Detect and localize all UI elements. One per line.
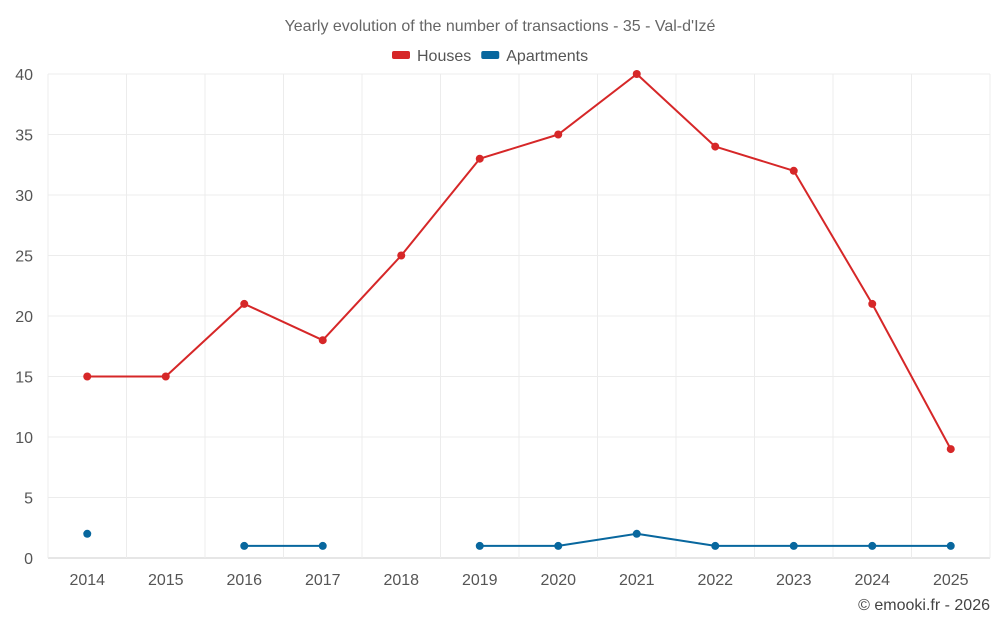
x-tick-label: 2014 (69, 572, 105, 589)
data-point-apartments[interactable] (789, 541, 798, 550)
x-tick-label: 2015 (148, 572, 184, 589)
series-apartments (83, 529, 955, 550)
data-point-houses[interactable] (632, 70, 641, 78)
y-tick-label: 10 (15, 430, 33, 447)
data-point-houses[interactable] (868, 299, 877, 308)
x-tick-label: 2025 (933, 572, 969, 589)
data-point-apartments[interactable] (240, 541, 249, 550)
series-group (83, 70, 955, 550)
y-tick-label: 5 (24, 491, 33, 508)
x-tick-label: 2017 (305, 572, 341, 589)
data-point-houses[interactable] (789, 166, 798, 175)
grid (47, 73, 991, 559)
data-point-houses[interactable] (554, 130, 563, 139)
data-point-houses[interactable] (397, 251, 406, 260)
y-tick-label: 40 (15, 67, 33, 84)
data-point-apartments[interactable] (711, 541, 720, 550)
data-point-apartments[interactable] (946, 541, 955, 550)
legend-label-houses[interactable]: Houses (417, 48, 471, 65)
data-point-houses[interactable] (161, 372, 170, 381)
x-tick-label: 2018 (383, 572, 419, 589)
x-tick-label: 2023 (776, 572, 812, 589)
data-point-houses[interactable] (83, 372, 92, 381)
data-point-houses[interactable] (240, 299, 249, 308)
x-axis: 2014 2015 2016 2017 2018 2019 2020 2021 2022 2023… (69, 572, 968, 589)
legend: Houses Apartments (392, 48, 588, 65)
y-tick-label: 25 (15, 249, 33, 266)
x-tick-label: 2024 (854, 572, 890, 589)
x-tick-label: 2021 (619, 572, 655, 589)
data-point-apartments[interactable] (475, 541, 484, 550)
data-point-houses[interactable] (946, 445, 955, 454)
y-tick-label: 15 (15, 370, 33, 387)
x-tick-label: 2019 (462, 572, 498, 589)
x-tick-label: 2022 (697, 572, 733, 589)
data-point-houses[interactable] (475, 154, 484, 163)
x-tick-label: 2020 (540, 572, 576, 589)
x-tick-label: 2016 (226, 572, 262, 589)
data-point-apartments[interactable] (868, 541, 877, 550)
chart-title: Yearly evolution of the number of transa… (285, 18, 716, 35)
y-tick-label: 20 (15, 309, 33, 326)
data-point-apartments[interactable] (83, 529, 92, 538)
legend-swatch-apartments (481, 51, 500, 59)
legend-swatch-houses (392, 51, 410, 59)
series-houses (83, 70, 955, 454)
legend-label-apartments[interactable]: Apartments (506, 48, 588, 65)
y-axis: 0 5 10 15 20 25 30 35 40 (15, 67, 33, 568)
data-point-apartments[interactable] (318, 541, 327, 550)
data-point-houses[interactable] (711, 142, 720, 151)
data-point-apartments[interactable] (632, 529, 641, 538)
y-tick-label: 30 (15, 188, 33, 205)
credit-text: © emooki.fr - 2026 (858, 597, 990, 614)
series-line-houses (87, 73, 952, 450)
y-tick-label: 35 (15, 128, 33, 145)
data-point-houses[interactable] (318, 336, 327, 345)
y-tick-label: 0 (24, 551, 33, 568)
data-point-apartments[interactable] (554, 541, 563, 550)
